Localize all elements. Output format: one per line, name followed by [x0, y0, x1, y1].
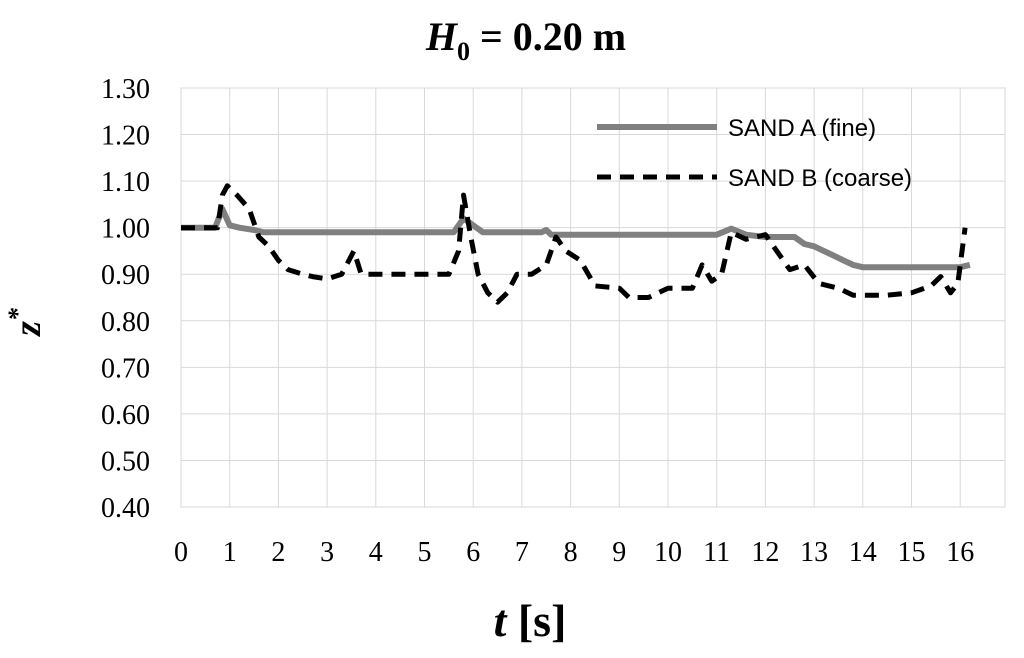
- grid: [181, 87, 1005, 508]
- series-line-sand-a: [181, 206, 971, 271]
- title-sub: 0: [457, 37, 470, 66]
- series-line-sand-b: [181, 183, 968, 305]
- y-tick-labels: 0.40 0.50 0.60 0.70 0.80 0.90 1.00 1.10 1.20 1.30: [101, 74, 150, 524]
- x-tick-label: 11: [703, 537, 730, 568]
- legend-label-sand-b: SAND B (coarse): [728, 165, 912, 192]
- x-tick-label: 4: [369, 537, 383, 568]
- y-tick-label: 1.30: [101, 74, 150, 105]
- x-tick-label: 9: [612, 537, 626, 568]
- x-tick-label: 12: [751, 537, 779, 568]
- xlabel-symbol: t: [494, 595, 508, 646]
- y-tick-label: 0.70: [101, 353, 150, 384]
- x-tick-label: 6: [466, 537, 480, 568]
- x-tick-label: 5: [418, 537, 432, 568]
- plot-area: [180, 87, 1006, 508]
- y-tick-label: 0.80: [101, 307, 150, 338]
- xlabel-unit: [s]: [506, 595, 566, 646]
- y-tick-label: 1.10: [101, 167, 150, 198]
- y-tick-label: 0.90: [101, 260, 150, 291]
- x-tick-label: 1: [223, 537, 237, 568]
- x-tick-label: 10: [654, 537, 682, 568]
- legend: SAND A (fine) SAND B (coarse): [597, 115, 912, 192]
- x-tick-label: 0: [174, 537, 188, 568]
- x-tick-label: 8: [564, 537, 578, 568]
- y-tick-label: 0.50: [101, 446, 150, 477]
- title-main: H: [425, 14, 459, 59]
- title-rest: = 0.20 m: [470, 14, 626, 59]
- x-tick-label: 16: [946, 537, 974, 568]
- y-tick-label: 1.20: [101, 121, 150, 152]
- x-tick-label: 13: [800, 537, 828, 568]
- y-tick-label: 0.60: [101, 400, 150, 431]
- legend-label-sand-a: SAND A (fine): [728, 115, 876, 142]
- x-tick-label: 7: [515, 537, 529, 568]
- svg-text:z*: z*: [3, 307, 49, 338]
- ylabel-symbol: z: [7, 321, 49, 338]
- x-tick-label: 3: [320, 537, 334, 568]
- y-axis-label: z*: [3, 307, 49, 338]
- chart-title: H0 = 0.20 m: [425, 14, 626, 66]
- x-axis-label: t [s]: [494, 595, 567, 646]
- y-tick-label: 0.40: [101, 493, 150, 524]
- x-tick-labels: 0 1 2 3 4 5 6 7 8 9 10 11 12 13 14 15 16: [174, 537, 974, 568]
- y-tick-label: 1.00: [101, 214, 150, 245]
- ylabel-sup: *: [3, 307, 32, 321]
- x-tick-label: 15: [898, 537, 926, 568]
- x-tick-label: 2: [271, 537, 285, 568]
- x-tick-label: 14: [849, 537, 877, 568]
- series-lines: [181, 183, 971, 305]
